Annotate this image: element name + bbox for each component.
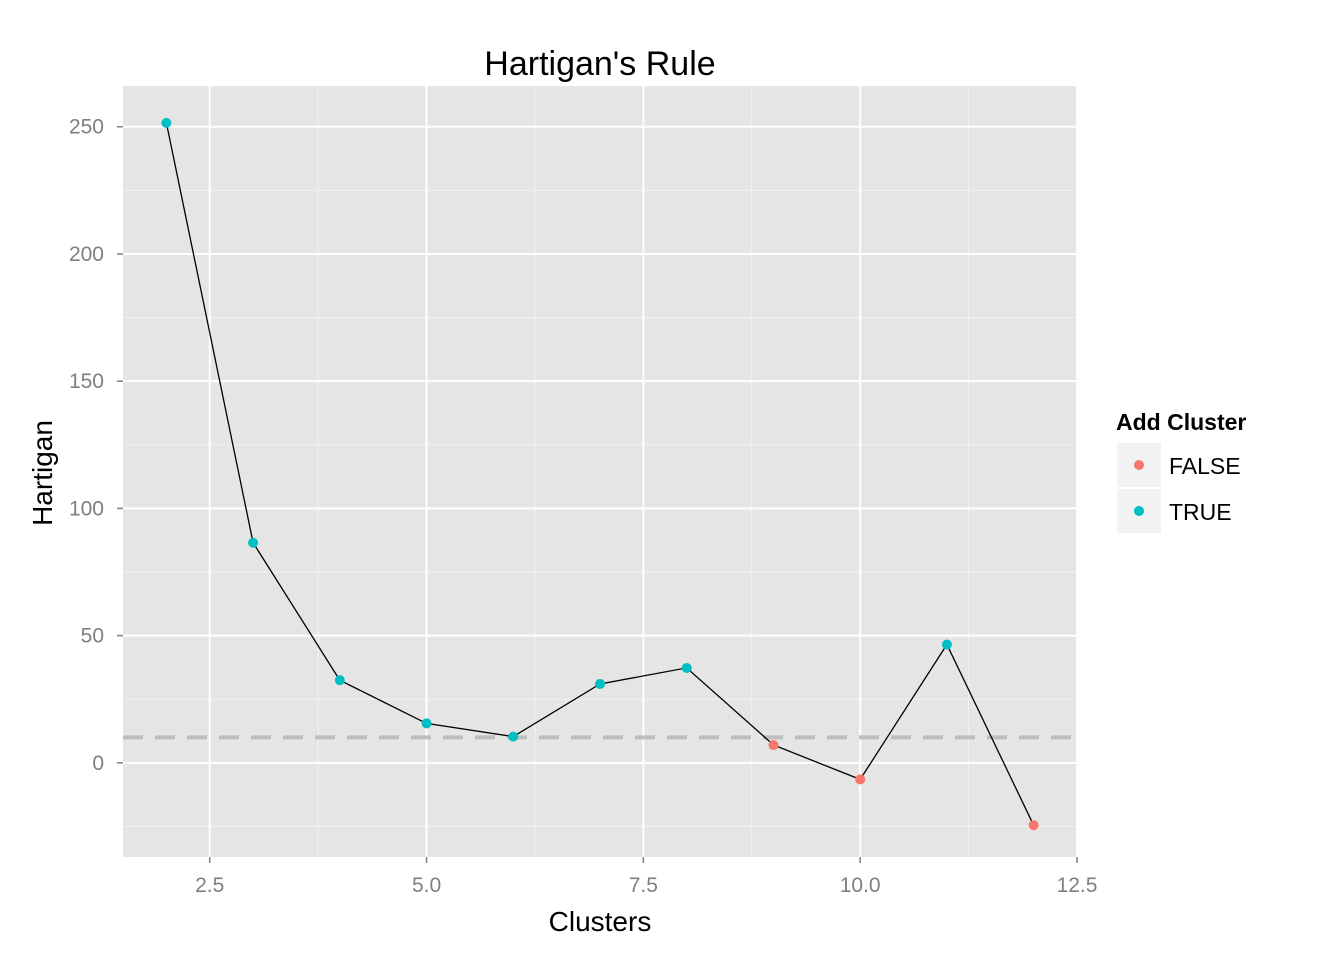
plot-panel (123, 86, 1078, 857)
y-tick-label: 150 (69, 370, 104, 393)
x-tick-label: 2.5 (195, 874, 224, 897)
x-axis-title: Clusters (549, 906, 652, 937)
data-point (161, 117, 172, 128)
data-point (334, 675, 345, 686)
x-tick-label: 12.5 (1057, 874, 1098, 897)
y-tick-label: 100 (69, 497, 104, 520)
data-point (248, 537, 259, 548)
y-axis-title: Hartigan (27, 420, 58, 526)
data-point (855, 774, 866, 785)
chart-title: Hartigan's Rule (484, 45, 715, 83)
data-point (595, 678, 605, 689)
y-tick-label: 50 (81, 625, 104, 648)
data-point (1028, 820, 1039, 831)
data-point (681, 662, 692, 673)
legend-label: TRUE (1169, 499, 1232, 525)
data-point (941, 639, 952, 650)
y-tick-label: 0 (92, 752, 104, 775)
data-point (421, 718, 432, 729)
legend-key (1134, 460, 1144, 470)
data-point (768, 740, 779, 751)
legend-key (1134, 506, 1144, 516)
legend-title: Add Cluster (1116, 409, 1246, 435)
legend: FALSE TRUE (1117, 443, 1241, 533)
data-point (508, 731, 519, 742)
panel-background (123, 86, 1077, 857)
y-tick-label: 200 (69, 243, 104, 266)
legend-label: FALSE (1169, 453, 1241, 479)
x-tick-label: 5.0 (412, 874, 441, 897)
y-tick-label: 250 (69, 116, 104, 139)
x-tick-label: 7.5 (629, 874, 658, 897)
x-tick-label: 10.0 (840, 874, 881, 897)
